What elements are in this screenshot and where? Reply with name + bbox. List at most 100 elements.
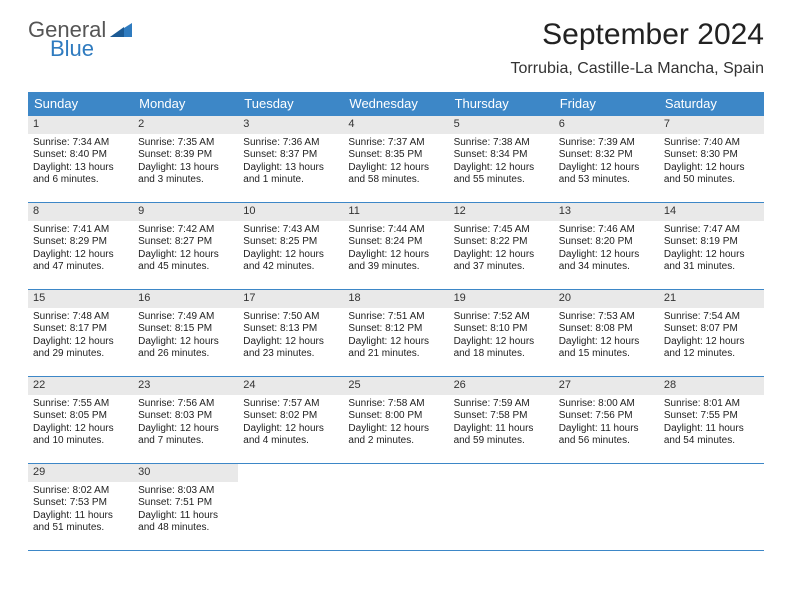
sunset-text: Sunset: 7:56 PM xyxy=(559,410,654,423)
week-row: 8Sunrise: 7:41 AMSunset: 8:29 PMDaylight… xyxy=(28,202,764,289)
sunset-text: Sunset: 7:58 PM xyxy=(454,410,549,423)
sunrise-text: Sunrise: 7:37 AM xyxy=(348,137,443,150)
weekday-header: Tuesday xyxy=(238,92,343,115)
sunrise-text: Sunrise: 7:40 AM xyxy=(664,137,759,150)
daylight-text: Daylight: 13 hours xyxy=(33,162,128,175)
daylight-text: Daylight: 12 hours xyxy=(348,423,443,436)
day-body: Sunrise: 7:55 AMSunset: 8:05 PMDaylight:… xyxy=(28,395,133,452)
daylight-text: and 1 minute. xyxy=(243,174,338,187)
sunrise-text: Sunrise: 8:02 AM xyxy=(33,485,128,498)
daylight-text: Daylight: 11 hours xyxy=(33,510,128,523)
sunset-text: Sunset: 8:34 PM xyxy=(454,149,549,162)
day-cell: 11Sunrise: 7:44 AMSunset: 8:24 PMDayligh… xyxy=(343,203,448,289)
sunrise-text: Sunrise: 7:46 AM xyxy=(559,224,654,237)
day-number: 3 xyxy=(238,116,343,134)
day-body: Sunrise: 7:38 AMSunset: 8:34 PMDaylight:… xyxy=(449,134,554,191)
sunset-text: Sunset: 8:05 PM xyxy=(33,410,128,423)
day-body: Sunrise: 7:59 AMSunset: 7:58 PMDaylight:… xyxy=(449,395,554,452)
sunrise-text: Sunrise: 7:59 AM xyxy=(454,398,549,411)
calendar: SundayMondayTuesdayWednesdayThursdayFrid… xyxy=(28,92,764,551)
day-body: Sunrise: 8:00 AMSunset: 7:56 PMDaylight:… xyxy=(554,395,659,452)
daylight-text: and 42 minutes. xyxy=(243,261,338,274)
sunrise-text: Sunrise: 7:55 AM xyxy=(33,398,128,411)
day-number: 12 xyxy=(449,203,554,221)
daylight-text: Daylight: 12 hours xyxy=(664,336,759,349)
day-number: 18 xyxy=(343,290,448,308)
daylight-text: and 31 minutes. xyxy=(664,261,759,274)
day-number: 10 xyxy=(238,203,343,221)
sunrise-text: Sunrise: 7:38 AM xyxy=(454,137,549,150)
daylight-text: and 54 minutes. xyxy=(664,435,759,448)
sunrise-text: Sunrise: 7:34 AM xyxy=(33,137,128,150)
daylight-text: and 39 minutes. xyxy=(348,261,443,274)
sunset-text: Sunset: 8:17 PM xyxy=(33,323,128,336)
sunset-text: Sunset: 8:00 PM xyxy=(348,410,443,423)
empty-day xyxy=(449,464,554,550)
weekday-header-row: SundayMondayTuesdayWednesdayThursdayFrid… xyxy=(28,92,764,115)
day-number: 22 xyxy=(28,377,133,395)
daylight-text: Daylight: 12 hours xyxy=(664,249,759,262)
sunrise-text: Sunrise: 7:58 AM xyxy=(348,398,443,411)
day-body: Sunrise: 7:47 AMSunset: 8:19 PMDaylight:… xyxy=(659,221,764,278)
day-number: 26 xyxy=(449,377,554,395)
sunrise-text: Sunrise: 7:36 AM xyxy=(243,137,338,150)
empty-day xyxy=(554,464,659,550)
day-cell: 21Sunrise: 7:54 AMSunset: 8:07 PMDayligh… xyxy=(659,290,764,376)
sunset-text: Sunset: 8:29 PM xyxy=(33,236,128,249)
day-number: 9 xyxy=(133,203,238,221)
day-body: Sunrise: 7:46 AMSunset: 8:20 PMDaylight:… xyxy=(554,221,659,278)
day-cell: 15Sunrise: 7:48 AMSunset: 8:17 PMDayligh… xyxy=(28,290,133,376)
day-body: Sunrise: 7:50 AMSunset: 8:13 PMDaylight:… xyxy=(238,308,343,365)
empty-day xyxy=(343,464,448,550)
daylight-text: Daylight: 12 hours xyxy=(559,336,654,349)
weekday-header: Monday xyxy=(133,92,238,115)
daylight-text: Daylight: 12 hours xyxy=(664,162,759,175)
sunset-text: Sunset: 8:27 PM xyxy=(138,236,233,249)
week-row: 15Sunrise: 7:48 AMSunset: 8:17 PMDayligh… xyxy=(28,289,764,376)
daylight-text: and 59 minutes. xyxy=(454,435,549,448)
day-body: Sunrise: 7:39 AMSunset: 8:32 PMDaylight:… xyxy=(554,134,659,191)
day-number: 6 xyxy=(554,116,659,134)
daylight-text: and 10 minutes. xyxy=(33,435,128,448)
sunset-text: Sunset: 7:55 PM xyxy=(664,410,759,423)
title-block: September 2024 Torrubia, Castille-La Man… xyxy=(511,18,764,78)
weekday-header: Saturday xyxy=(659,92,764,115)
daylight-text: and 58 minutes. xyxy=(348,174,443,187)
sunrise-text: Sunrise: 7:48 AM xyxy=(33,311,128,324)
daylight-text: and 56 minutes. xyxy=(559,435,654,448)
week-row: 22Sunrise: 7:55 AMSunset: 8:05 PMDayligh… xyxy=(28,376,764,463)
sunset-text: Sunset: 8:02 PM xyxy=(243,410,338,423)
daylight-text: and 4 minutes. xyxy=(243,435,338,448)
day-cell: 13Sunrise: 7:46 AMSunset: 8:20 PMDayligh… xyxy=(554,203,659,289)
day-body: Sunrise: 7:44 AMSunset: 8:24 PMDaylight:… xyxy=(343,221,448,278)
sunrise-text: Sunrise: 7:35 AM xyxy=(138,137,233,150)
day-body: Sunrise: 7:36 AMSunset: 8:37 PMDaylight:… xyxy=(238,134,343,191)
daylight-text: and 51 minutes. xyxy=(33,522,128,535)
day-number: 13 xyxy=(554,203,659,221)
sunset-text: Sunset: 8:08 PM xyxy=(559,323,654,336)
day-number: 19 xyxy=(449,290,554,308)
daylight-text: and 48 minutes. xyxy=(138,522,233,535)
sunset-text: Sunset: 8:24 PM xyxy=(348,236,443,249)
weekday-header: Wednesday xyxy=(343,92,448,115)
daylight-text: Daylight: 12 hours xyxy=(348,336,443,349)
day-cell: 18Sunrise: 7:51 AMSunset: 8:12 PMDayligh… xyxy=(343,290,448,376)
day-body: Sunrise: 7:54 AMSunset: 8:07 PMDaylight:… xyxy=(659,308,764,365)
daylight-text: and 21 minutes. xyxy=(348,348,443,361)
day-cell: 5Sunrise: 7:38 AMSunset: 8:34 PMDaylight… xyxy=(449,116,554,202)
daylight-text: and 37 minutes. xyxy=(454,261,549,274)
daylight-text: and 47 minutes. xyxy=(33,261,128,274)
empty-day xyxy=(238,464,343,550)
daylight-text: Daylight: 11 hours xyxy=(559,423,654,436)
daylight-text: Daylight: 12 hours xyxy=(138,423,233,436)
sunset-text: Sunset: 8:12 PM xyxy=(348,323,443,336)
sunset-text: Sunset: 8:40 PM xyxy=(33,149,128,162)
day-number: 24 xyxy=(238,377,343,395)
day-cell: 4Sunrise: 7:37 AMSunset: 8:35 PMDaylight… xyxy=(343,116,448,202)
day-number: 25 xyxy=(343,377,448,395)
day-cell: 26Sunrise: 7:59 AMSunset: 7:58 PMDayligh… xyxy=(449,377,554,463)
sunrise-text: Sunrise: 7:41 AM xyxy=(33,224,128,237)
sunrise-text: Sunrise: 7:39 AM xyxy=(559,137,654,150)
location-text: Torrubia, Castille-La Mancha, Spain xyxy=(511,60,764,78)
day-number: 1 xyxy=(28,116,133,134)
